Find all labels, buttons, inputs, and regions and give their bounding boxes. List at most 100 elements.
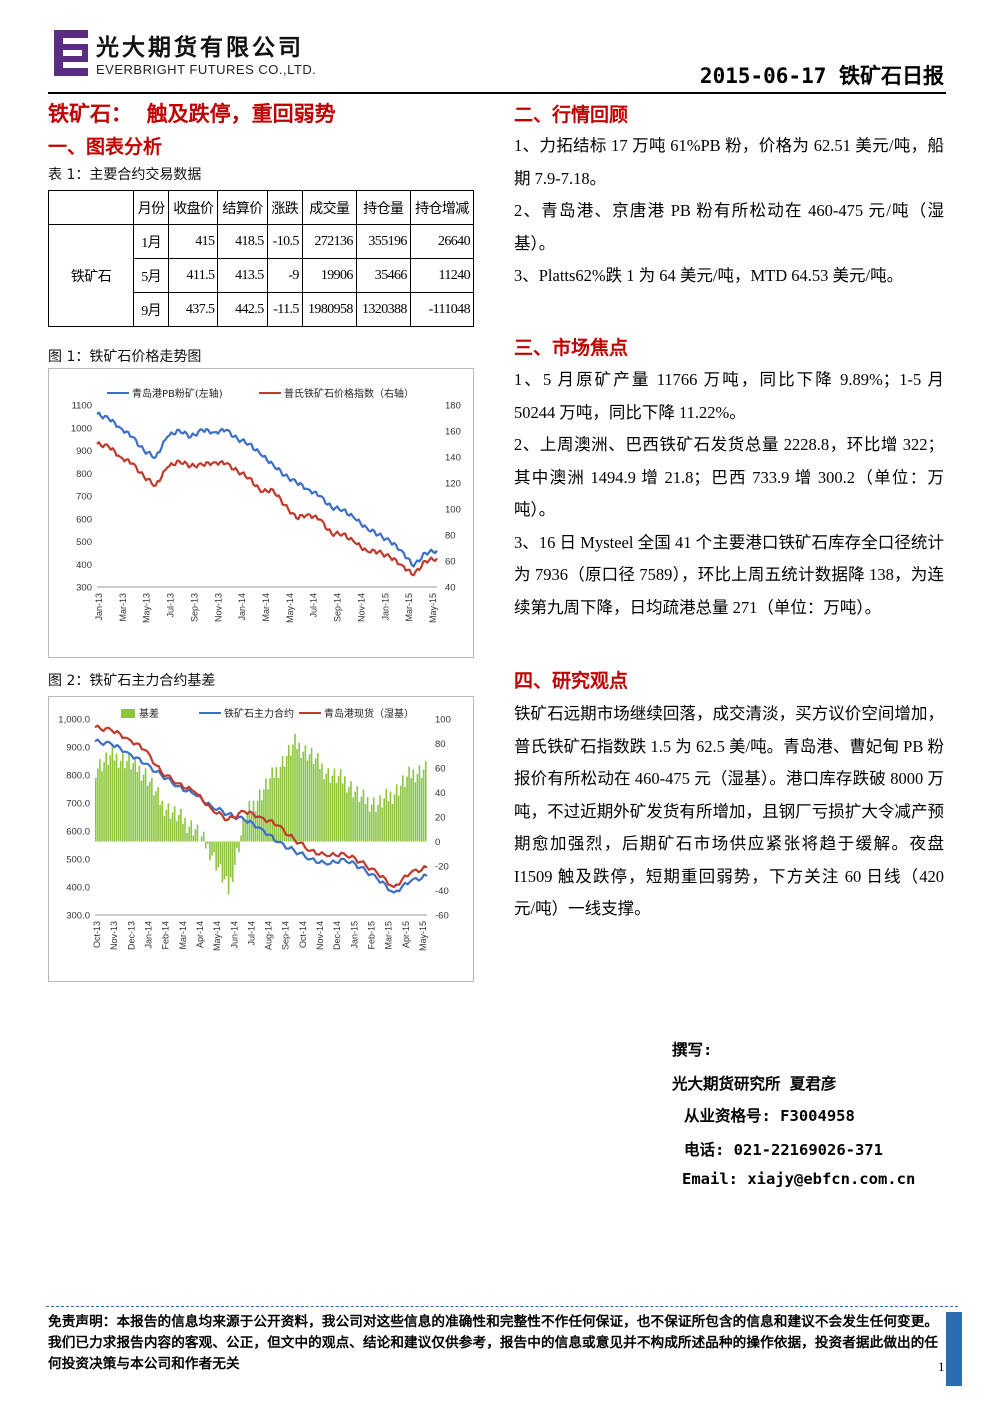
section-chart-analysis: 一、图表分析 <box>48 136 163 158</box>
author-label: 撰写: <box>672 1041 713 1059</box>
basis-bar <box>213 841 215 853</box>
basis-bar <box>192 835 195 842</box>
price-trend-chart-svg: 300 400 500 600 700 800 900 1000 1100 40 60 80 100 12… <box>71 387 461 623</box>
basis-bar <box>312 763 315 842</box>
company-name-en: EVERBRIGHT FUTURES CO.,LTD. <box>96 62 317 77</box>
table-row: 5月 411.5 413.5 -9 19906 35466 11240 <box>49 258 475 293</box>
basis-bar <box>99 759 101 842</box>
x-tick-label: Sep-14 <box>333 593 343 622</box>
series-line <box>94 724 428 889</box>
x-tick-label: May-15 <box>428 593 438 623</box>
basis-bar <box>310 747 313 842</box>
basis-bar <box>165 809 168 842</box>
basis-bar <box>111 745 114 842</box>
basis-bar <box>283 766 286 842</box>
table-cell: 418.5 <box>217 224 268 259</box>
y-right-tick-label: 60 <box>445 557 456 568</box>
basis-bar <box>196 824 199 842</box>
basis-bar <box>95 777 97 842</box>
x-tick-label: Jan-15 <box>380 593 390 621</box>
table-row: 9月 437.5 442.5 -11.5 1980958 1320388 -11… <box>49 292 475 327</box>
y-left-tick-label: 500.0 <box>66 855 90 866</box>
research-view-body: 铁矿石远期市场继续回落，成交清淡，买方议价空间增加，普氏铁矿石指数跌 1.5 为… <box>514 704 944 918</box>
x-tick-label: Jul-14 <box>309 593 319 618</box>
basis-bar <box>221 841 224 883</box>
footer-accent-bar <box>946 1312 962 1386</box>
basis-bar <box>242 818 244 842</box>
x-tick-label: Jan-14 <box>143 921 153 949</box>
basis-chart: 300.0 400.0 500.0 600.0 700.0 800.0 900.0 1,000… <box>48 696 474 982</box>
table-header-cell: 涨跌 <box>266 190 303 225</box>
basis-bar <box>211 841 213 856</box>
basis-bar <box>356 786 359 842</box>
table-cell: 1980958 <box>301 292 357 327</box>
price-trend-chart: 300 400 500 600 700 800 900 1000 1100 40 60 80 100 12… <box>48 368 474 658</box>
basis-bar <box>273 778 276 842</box>
basis-bar <box>107 764 110 842</box>
basis-bar <box>204 841 207 849</box>
basis-bar <box>130 769 132 842</box>
basis-bar <box>422 769 425 842</box>
basis-bar <box>331 775 334 842</box>
basis-bar <box>113 760 116 842</box>
basis-bar <box>271 767 273 842</box>
basis-bar <box>285 755 288 842</box>
x-tick-label: May-13 <box>142 593 152 623</box>
x-tick-label: Jan-13 <box>94 593 104 621</box>
basis-bar <box>383 798 386 842</box>
basis-bar <box>317 752 319 842</box>
table-header-cell: 收盘价 <box>168 190 219 225</box>
y-right-tick-label: 0 <box>435 837 440 848</box>
basis-bar <box>209 841 211 861</box>
basis-bar <box>117 767 120 842</box>
x-tick-label: Dec-14 <box>332 921 342 950</box>
basis-bar <box>140 780 143 842</box>
basis-bar <box>327 768 329 842</box>
basis-bar <box>136 771 139 842</box>
review-item: 2、青岛港、京唐港 PB 粉有所松动在 460-475 元/吨（湿基）。 <box>514 201 944 253</box>
basis-bar <box>151 777 153 842</box>
basis-bar <box>265 778 267 842</box>
basis-bar <box>395 784 398 842</box>
basis-bar <box>223 841 226 880</box>
y-right-tick-label: 40 <box>445 583 456 594</box>
section-market-review: 二、行情回顾 <box>514 104 629 126</box>
legend-swatch <box>121 709 135 718</box>
basis-bar <box>391 803 394 842</box>
focus-item: 3、16 日 Mysteel 全国 41 个主要港口铁矿石库存全口径统计为 79… <box>514 532 944 617</box>
author-email[interactable]: Email: xiajy@ebfcn.com.cn <box>682 1170 916 1188</box>
basis-bar <box>364 804 367 842</box>
commodity-cell: 铁矿石 <box>48 224 134 327</box>
basis-bar <box>375 811 377 842</box>
basis-bar <box>379 795 381 842</box>
basis-bar <box>215 841 217 871</box>
focus-item: 2、上周澳洲、巴西铁矿石发货总量 2228.8，环比增 322；其中澳洲 149… <box>514 435 944 519</box>
basis-bar <box>418 765 421 842</box>
basis-bar <box>387 801 390 842</box>
basis-bar <box>121 753 124 842</box>
author-org: 光大期货研究所 夏君彦 <box>672 1075 837 1093</box>
x-tick-label: Jul-14 <box>246 921 256 946</box>
basis-bar <box>300 757 303 842</box>
basis-bar <box>250 811 253 842</box>
basis-bar <box>229 841 232 878</box>
table-header-cell: 结算价 <box>217 190 268 225</box>
basis-bar <box>148 781 151 842</box>
basis-bar <box>350 781 352 842</box>
basis-bar <box>308 754 311 842</box>
basis-bar <box>186 832 188 842</box>
table-cell: -10.5 <box>266 224 303 259</box>
basis-bar <box>169 818 172 842</box>
basis-bar <box>277 777 280 842</box>
y-left-tick-label: 700.0 <box>66 799 90 810</box>
basis-bar <box>188 826 190 842</box>
x-tick-label: Jun-14 <box>229 921 239 949</box>
basis-bar <box>319 768 321 842</box>
basis-bar <box>302 751 305 842</box>
basis-bar <box>175 821 178 842</box>
basis-bar <box>240 835 242 842</box>
basis-bar <box>397 795 400 842</box>
basis-bar <box>370 804 373 842</box>
table-row: 铁矿石 1月 415 418.5 -10.5 272136 355196 266… <box>48 224 475 327</box>
basis-bar <box>178 815 180 842</box>
